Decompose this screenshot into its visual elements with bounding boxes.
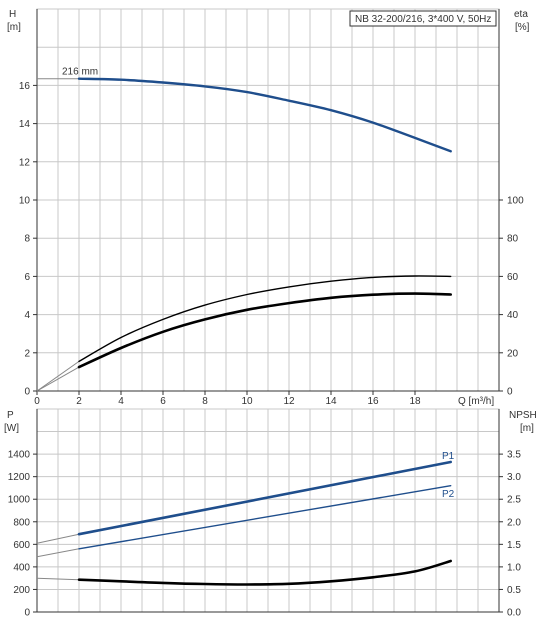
top-x-tick-label: 2 xyxy=(76,396,82,407)
bottom-series-2-extrapolation xyxy=(36,577,80,581)
top-x-tick-label: 10 xyxy=(241,396,253,407)
top-chart: 0 2 4 6 8 10 12 14 16 18 0 2 4 6 8 10 12 14 16 0 20 40 60 80 1… xyxy=(7,8,530,407)
top-right-tick-label: 40 xyxy=(507,310,519,321)
top-left-tick-label: 2 xyxy=(24,348,30,359)
bottom-series-1-line xyxy=(78,485,452,550)
bottom-right-tick-label: 3.0 xyxy=(507,472,521,483)
bottom-right-tick-label: 1.0 xyxy=(507,562,521,573)
bottom-left-tick-label: 400 xyxy=(13,562,30,573)
top-x-tick-label: 4 xyxy=(118,396,124,407)
top-right-tick-label: 100 xyxy=(507,196,524,207)
top-x-tick-label: 18 xyxy=(409,396,421,407)
top-right-tick-label: 60 xyxy=(507,272,519,283)
right-axis-name-eta: eta xyxy=(514,9,528,20)
top-x-tick-label: 6 xyxy=(160,396,166,407)
left-axis-unit-h: [m] xyxy=(7,22,21,33)
left-axis-name-p: P xyxy=(7,410,14,421)
curve-label-216mm: 216 mm xyxy=(62,67,98,78)
top-right-tick-label: 20 xyxy=(507,348,519,359)
chart-title: NB 32-200/216, 3*400 V, 50Hz xyxy=(355,14,491,25)
top-series-2-extrapolation xyxy=(36,366,80,392)
top-series-2-line xyxy=(77,292,452,369)
top-left-tick-label: 8 xyxy=(24,234,30,245)
top-x-tick-label: 14 xyxy=(325,396,337,407)
bottom-left-tick-label: 1000 xyxy=(8,495,31,506)
series-label-p1: P1 xyxy=(442,451,455,462)
top-x-tick-label: 8 xyxy=(202,396,208,407)
bottom-left-tick-label: 0 xyxy=(24,608,30,619)
bottom-right-tick-label: 0.5 xyxy=(507,585,521,596)
top-left-tick-label: 4 xyxy=(24,310,30,321)
bottom-right-tick-label: 2.0 xyxy=(507,517,521,528)
bottom-series-0-line xyxy=(77,460,452,536)
left-axis-name-h: H xyxy=(9,9,16,20)
chart-title-box: NB 32-200/216, 3*400 V, 50Hz xyxy=(349,10,497,27)
bottom-left-tick-label: 1200 xyxy=(8,472,31,483)
top-series-1-extrapolation xyxy=(36,360,80,392)
bottom-series-2-line xyxy=(77,559,452,586)
top-x-tick-label: 16 xyxy=(367,396,379,407)
top-grid xyxy=(36,8,500,392)
top-left-tick-label: 16 xyxy=(19,81,31,92)
top-left-tick-label: 10 xyxy=(19,196,31,207)
bottom-grid xyxy=(36,408,500,613)
bottom-left-tick-label: 1400 xyxy=(8,450,31,461)
bottom-right-tick-label: 0.0 xyxy=(507,608,521,619)
bottom-left-tick-label: 800 xyxy=(13,517,30,528)
bottom-right-tick-label: 1.5 xyxy=(507,540,521,551)
top-series-1-line xyxy=(78,275,452,363)
bottom-series-1-extrapolation xyxy=(36,548,80,558)
right-axis-unit-npsh: [m] xyxy=(520,423,534,434)
top-right-axis: 0 20 40 60 80 100 xyxy=(498,9,524,398)
bottom-right-tick-label: 2.5 xyxy=(507,495,521,506)
bottom-left-tick-label: 200 xyxy=(13,585,30,596)
top-left-tick-label: 12 xyxy=(19,157,31,168)
bottom-chart: 0 200 400 600 800 1000 1200 1400 0.0 0.5 1.0 1.5 2.… xyxy=(4,408,537,619)
top-left-axis: 0 2 4 6 8 10 12 14 16 xyxy=(19,9,38,398)
bottom-series-0-extrapolation xyxy=(36,533,80,544)
top-left-tick-label: 6 xyxy=(24,272,30,283)
top-left-tick-label: 14 xyxy=(19,119,31,130)
top-series-0-line xyxy=(77,77,452,153)
left-axis-unit-p: [W] xyxy=(4,423,19,434)
bottom-left-tick-label: 600 xyxy=(13,540,30,551)
top-x-axis: 0 2 4 6 8 10 12 14 16 18 xyxy=(34,390,499,407)
top-x-tick-label: 0 xyxy=(34,396,40,407)
top-series xyxy=(36,77,452,392)
series-label-p2: P2 xyxy=(442,489,455,500)
top-right-tick-label: 80 xyxy=(507,234,519,245)
bottom-right-axis: 0.0 0.5 1.0 1.5 2.0 2.5 3.0 3.5 xyxy=(498,409,521,619)
bottom-left-axis: 0 200 400 600 800 1000 1200 1400 xyxy=(8,409,38,619)
bottom-series xyxy=(36,460,452,586)
right-axis-unit-eta: [%] xyxy=(515,22,530,33)
right-axis-name-npsh: NPSH xyxy=(509,410,537,421)
x-axis-label-q: Q [m³/h] xyxy=(458,396,494,407)
top-right-tick-label: 0 xyxy=(507,387,513,398)
bottom-right-tick-label: 3.5 xyxy=(507,450,521,461)
top-x-tick-label: 12 xyxy=(283,396,295,407)
top-left-tick-label: 0 xyxy=(24,387,30,398)
